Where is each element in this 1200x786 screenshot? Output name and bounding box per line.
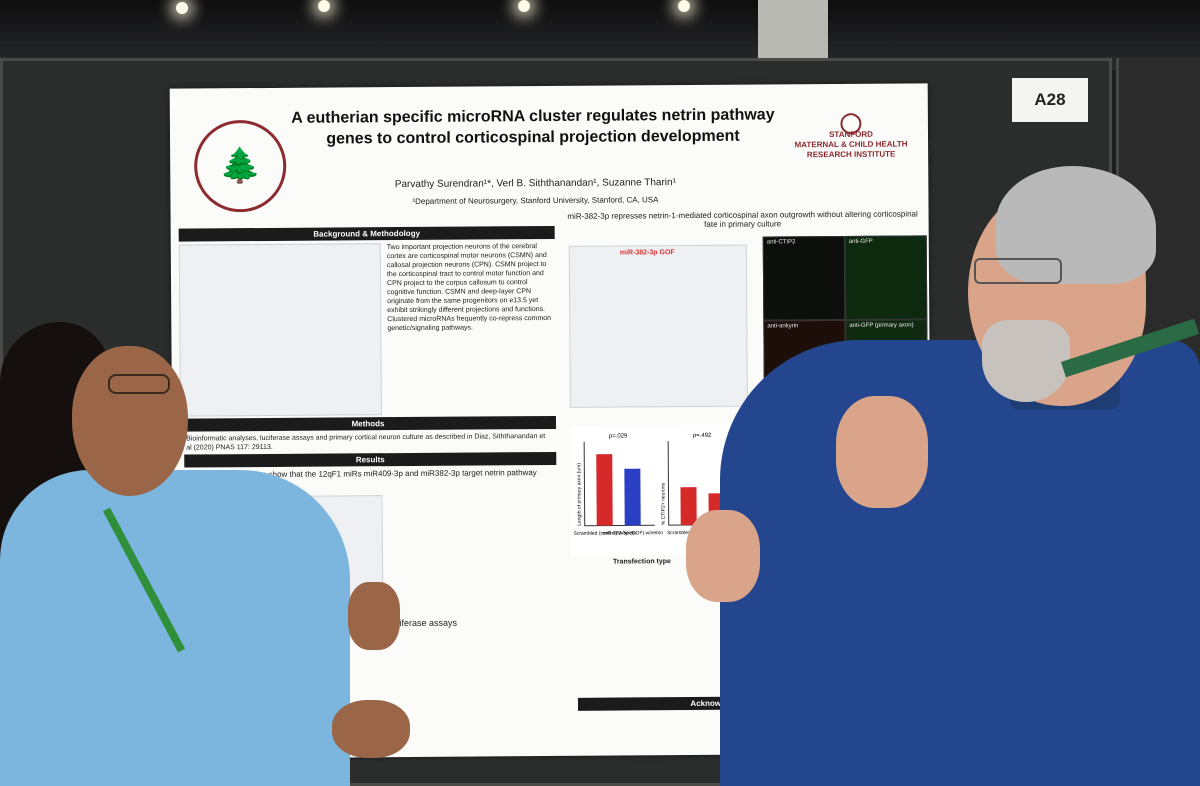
presenter-hand [348, 582, 400, 650]
presenter-jacket [0, 470, 350, 786]
poster-affiliation: ¹Department of Neurosurgery, Stanford Un… [412, 195, 659, 206]
institute-line: MATERNAL & CHILD HEALTH [794, 139, 908, 150]
section-methods: Methods [179, 415, 557, 432]
ceiling-light [176, 2, 188, 14]
chart-category-label: Scrambled (control) w/netrin [574, 530, 637, 536]
visitor-blazer [720, 340, 1200, 786]
visitor-hand [836, 396, 928, 508]
section-background: Background & Methodology [178, 225, 555, 242]
developmental-diagram [178, 243, 382, 417]
chart-ylabel: Length of primary axon (um) [576, 463, 582, 526]
seal-tree-icon: 🌲 [218, 147, 262, 186]
institute-emblem-icon: ◯ [839, 111, 863, 134]
ceiling-light [518, 0, 530, 12]
institute-line: RESEARCH INSTITUTE [806, 149, 896, 160]
ceiling-light [318, 0, 330, 12]
presenter-face [72, 346, 188, 496]
micrograph-label: anti-ankyrin [767, 323, 799, 330]
visitor-glasses [974, 258, 1062, 284]
visitor-beard [982, 320, 1070, 402]
poster-title: A eutherian specific microRNA cluster re… [291, 106, 775, 148]
gof-schematic: miR-382-3p GOF [568, 244, 748, 408]
booth-number: A28 [1012, 78, 1088, 122]
section-results: Results [184, 451, 557, 468]
chart-bar [624, 468, 641, 526]
visitor-hair [996, 166, 1156, 284]
ceiling-light [678, 0, 690, 12]
chart-annotation: p=.029 [609, 433, 628, 439]
micrograph-label: anti-CTIP2 [766, 239, 796, 246]
visitor-hand [686, 510, 760, 602]
background-text: Two important projection neurons of the … [386, 243, 552, 333]
right-column-heading: miR-382-3p represses netrin-1-mediated c… [567, 209, 918, 229]
chart-bar [596, 454, 613, 526]
chart-category-label: miR-382-3p (GOF) w/netrin [602, 530, 663, 536]
micrograph-label: anti-GFP [848, 238, 873, 245]
stanford-seal: 🌲 [193, 119, 287, 213]
chart-bar [680, 487, 697, 526]
presenter-hand [332, 700, 410, 758]
methods-text: Bioinformatic analyses, luciferase assay… [186, 433, 546, 452]
poster-authors: Parvathy Surendran¹*, Verl B. Siththanan… [394, 177, 676, 191]
chart-annotation: p=.492 [693, 433, 712, 439]
micrograph: anti-CTIP2 [762, 235, 846, 321]
institute-line: STANFORD [829, 129, 873, 140]
micrograph: anti-GFP [844, 235, 928, 320]
presenter-glasses [108, 374, 170, 394]
micrograph-label: anti-GFP (primary axon) [849, 322, 914, 329]
institute-logo: ◯ STANFORD MATERNAL & CHILD HEALTH RESEA… [786, 111, 916, 160]
gof-label: miR-382-3p GOF [619, 249, 675, 257]
chart-ylabel: % CTIP2+ neurons [660, 482, 666, 525]
chart-axis [583, 441, 655, 527]
